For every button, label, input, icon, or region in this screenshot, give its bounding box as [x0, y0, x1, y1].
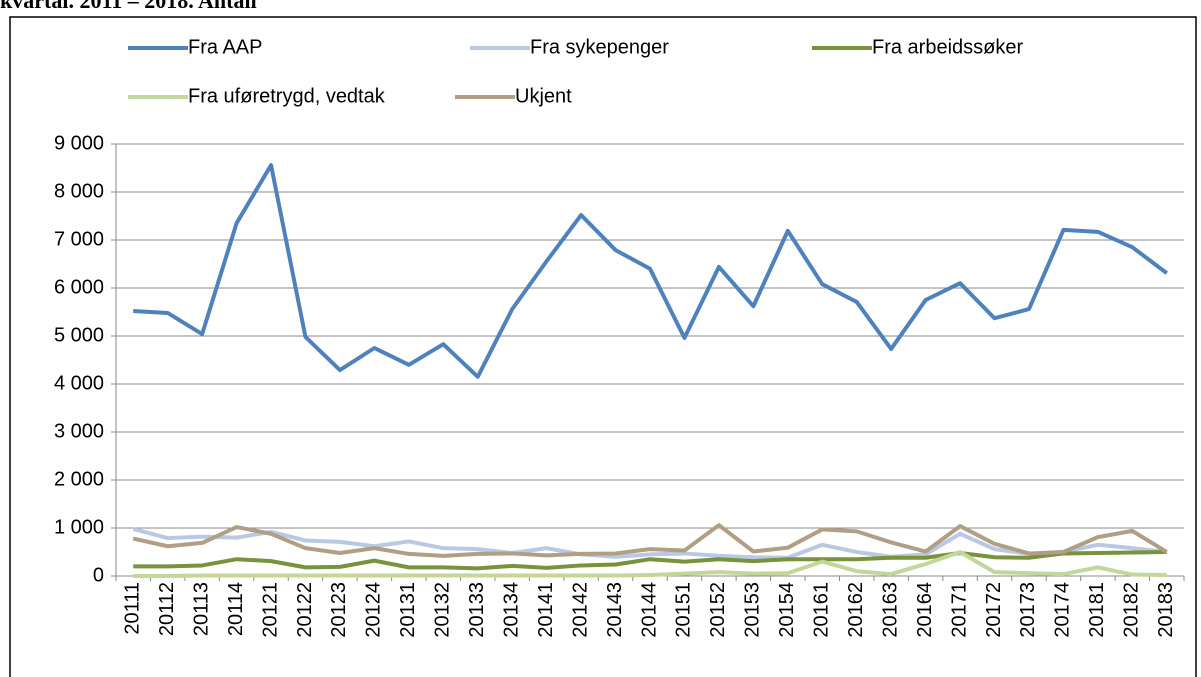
y-tick-label: 1 000: [54, 516, 104, 538]
y-tick-label: 5 000: [54, 324, 104, 346]
y-tick-label: 7 000: [54, 228, 104, 250]
legend-label: Fra arbeidssøker: [872, 36, 1023, 58]
x-tick-label: 20161: [811, 582, 833, 638]
legend-label: Fra uføretrygd, vedtak: [188, 85, 386, 107]
x-tick-label: 20152: [707, 582, 729, 638]
x-tick-label: 20124: [363, 582, 385, 638]
x-tick-label: 20162: [845, 582, 867, 638]
series-line: [133, 550, 1167, 571]
y-tick-label: 3 000: [54, 420, 104, 442]
y-tick-label: 0: [93, 564, 104, 586]
x-tick-label: 20133: [466, 582, 488, 638]
x-tick-label: 20144: [638, 582, 660, 638]
x-tick-label: 20111: [122, 582, 144, 635]
chart-title: kvartal. 2011 – 2018. Antall: [0, 0, 257, 13]
x-tick-label: 20123: [328, 582, 350, 638]
x-tick-label: 20131: [397, 582, 419, 638]
x-tick-label: 20173: [1017, 582, 1039, 638]
y-tick-label: 2 000: [54, 468, 104, 490]
x-tick-label: 20141: [535, 582, 557, 638]
x-tick-label: 20114: [225, 582, 247, 636]
series-line: [132, 527, 1167, 560]
series-line: [132, 523, 1168, 558]
x-tick-label: 20122: [294, 582, 316, 638]
legend-label: Fra sykepenger: [530, 36, 669, 58]
x-tick-label: 20121: [259, 582, 281, 638]
x-tick-label: 20171: [948, 582, 970, 638]
x-tick-label: 20153: [742, 582, 764, 638]
x-tick-label: 20142: [569, 582, 591, 638]
x-tick-label: 20172: [983, 582, 1005, 638]
x-tick-label: 20182: [1121, 582, 1143, 638]
x-tick-label: 20112: [156, 582, 178, 636]
x-tick-label: 20151: [673, 582, 695, 638]
x-tick-label: 20113: [190, 582, 212, 636]
chart-border: [9, 16, 1197, 677]
x-tick-label: 20164: [914, 582, 936, 638]
x-tick-label: 20183: [1155, 582, 1177, 638]
legend-label: Ukjent: [515, 85, 572, 107]
x-tick-label: 20134: [500, 582, 522, 638]
x-tick-label: 20143: [604, 582, 626, 638]
y-tick-label: 8 000: [54, 180, 104, 202]
y-tick-label: 6 000: [54, 276, 104, 298]
y-tick-label: 9 000: [54, 132, 104, 154]
x-tick-label: 20132: [432, 582, 454, 638]
legend-label: Fra AAP: [188, 36, 262, 58]
x-tick-label: 20181: [1086, 582, 1108, 638]
x-tick-label: 20154: [776, 582, 798, 638]
x-tick-label: 20163: [879, 582, 901, 638]
y-tick-label: 4 000: [54, 372, 104, 394]
series-line: [133, 163, 1168, 379]
x-tick-label: 20174: [1052, 582, 1074, 638]
series-line: [133, 550, 1167, 578]
